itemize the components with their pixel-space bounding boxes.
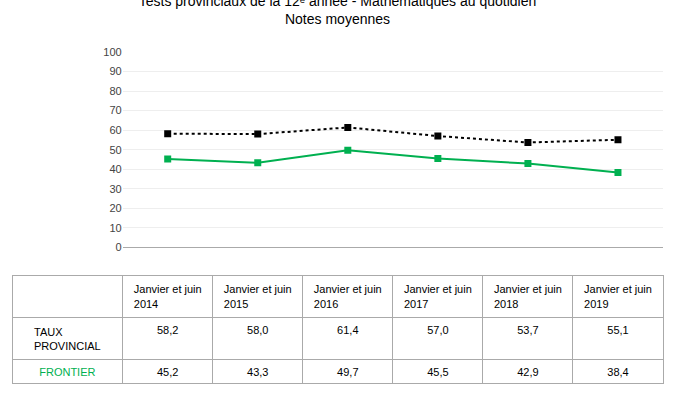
svg-text:55,1: 55,1 (607, 324, 628, 336)
svg-text:53,7: 53,7 (517, 324, 538, 336)
svg-text:42,9: 42,9 (517, 366, 538, 378)
svg-text:10: 10 (109, 222, 121, 234)
svg-text:50: 50 (109, 144, 121, 156)
svg-text:45,5: 45,5 (427, 366, 448, 378)
svg-text:57,0: 57,0 (427, 324, 448, 336)
svg-text:20: 20 (109, 202, 121, 214)
svg-text:Janvier et juin2016: Janvier et juin2016 (314, 283, 382, 309)
svg-text:45,2: 45,2 (157, 366, 178, 378)
svg-text:49,7: 49,7 (337, 366, 358, 378)
svg-text:58,2: 58,2 (157, 324, 178, 336)
svg-text:Janvier et juin2017: Janvier et juin2017 (404, 283, 472, 309)
svg-text:Janvier et juin2019: Janvier et juin2019 (584, 283, 652, 309)
svg-text:61,4: 61,4 (337, 324, 358, 336)
svg-text:100: 100 (103, 46, 121, 58)
svg-text:90: 90 (109, 65, 121, 77)
svg-text:38,4: 38,4 (607, 366, 628, 378)
svg-text:58,0: 58,0 (247, 324, 268, 336)
svg-text:Janvier et juin2014: Janvier et juin2014 (134, 283, 202, 309)
svg-text:43,3: 43,3 (247, 366, 268, 378)
svg-text:Janvier et juin2015: Janvier et juin2015 (224, 283, 292, 309)
svg-text:30: 30 (109, 183, 121, 195)
svg-text:Janvier et juin2018: Janvier et juin2018 (494, 283, 562, 309)
svg-text:Tests provinciaux de la 12ᵉ an: Tests provinciaux de la 12ᵉ année - Math… (139, 0, 536, 27)
svg-text:70: 70 (109, 104, 121, 116)
svg-text:80: 80 (109, 85, 121, 97)
svg-text:FRONTIER: FRONTIER (39, 366, 95, 378)
svg-text:40: 40 (109, 163, 121, 175)
svg-text:0: 0 (116, 241, 122, 253)
svg-text:60: 60 (109, 124, 121, 136)
svg-text:TAUXPROVINCIAL: TAUXPROVINCIAL (34, 326, 101, 352)
